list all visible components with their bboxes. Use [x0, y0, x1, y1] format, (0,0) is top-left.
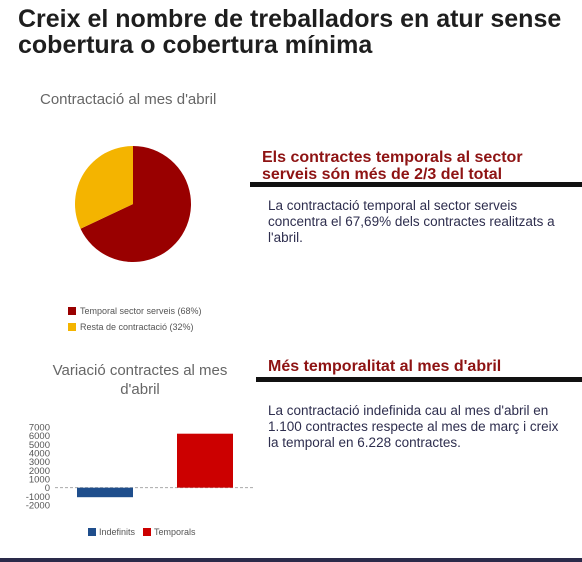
y-tick-label: 7000: [29, 423, 50, 434]
legend-label: Temporals: [154, 527, 196, 537]
heading-rule: [250, 182, 582, 187]
pie-chart: Temporal sector serveis (68%) Resta de co…: [68, 146, 202, 332]
chart-title: Variació contractes al mes d'abril: [52, 362, 228, 398]
y-tick-label: 4000: [29, 449, 50, 460]
legend-swatch: [68, 307, 76, 315]
legend-swatch: [68, 323, 76, 331]
y-tick-label: -2000: [26, 501, 50, 512]
bottom-rule: [0, 558, 582, 562]
section-text: La contractació indefinida cau al mes d'…: [268, 403, 559, 450]
y-tick-label: 0: [45, 483, 50, 494]
legend-label: Indefinits: [99, 527, 136, 537]
pie-slice: [74, 146, 133, 229]
heading-rule: [256, 377, 582, 382]
section-heading: Els contractes temporals al sector serve…: [262, 149, 523, 183]
legend-swatch: [88, 528, 96, 536]
bar: [77, 487, 133, 498]
y-tick-label: 3000: [29, 457, 50, 468]
chart-title: Contractació al mes d'abril: [40, 91, 217, 108]
y-tick-label: 2000: [29, 466, 50, 477]
pie-slice: [80, 146, 191, 262]
y-tick-label: 5000: [29, 440, 50, 451]
bar: [177, 433, 233, 488]
legend-swatch: [143, 528, 151, 536]
section-heading: Més temporalitat al mes d'abril: [268, 358, 502, 375]
legend-label: Temporal sector serveis (68%): [80, 306, 202, 316]
y-tick-label: 6000: [29, 431, 50, 442]
legend-label: Resta de contractació (32%): [80, 322, 194, 332]
y-tick-label: 1000: [29, 475, 50, 486]
page-title: Creix el nombre de treballadors en atur …: [18, 5, 562, 59]
y-tick-label: -1000: [26, 492, 50, 503]
section-text: La contractació temporal al sector serve…: [268, 198, 555, 245]
